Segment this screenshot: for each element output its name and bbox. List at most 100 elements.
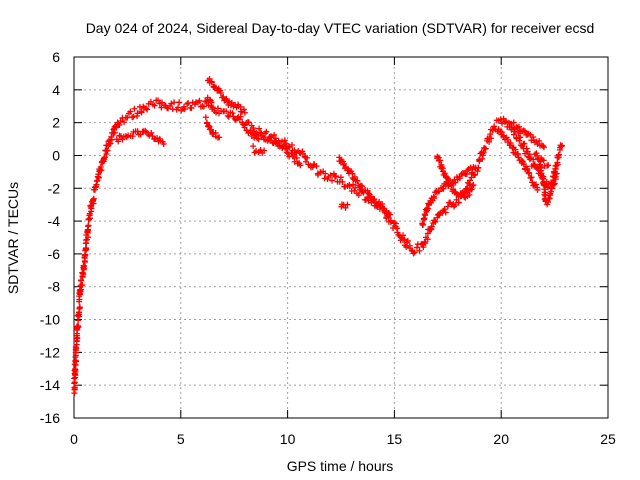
data-point xyxy=(554,161,561,168)
data-point xyxy=(101,154,108,161)
data-point xyxy=(539,175,546,182)
data-point xyxy=(216,134,223,141)
data-point xyxy=(501,118,508,125)
data-point xyxy=(261,147,268,154)
data-point xyxy=(168,100,175,107)
data-point xyxy=(422,240,429,247)
data-point xyxy=(329,177,336,184)
data-point xyxy=(553,170,560,177)
y-tick-label: -6 xyxy=(48,246,61,262)
data-point xyxy=(510,131,517,138)
data-point xyxy=(411,249,418,256)
x-tick-label: 25 xyxy=(600,431,616,447)
y-tick-label: 2 xyxy=(52,115,60,131)
data-point xyxy=(536,137,543,144)
data-point xyxy=(365,190,372,197)
data-point xyxy=(491,123,498,130)
data-point xyxy=(149,133,156,140)
data-point xyxy=(420,221,427,228)
data-point xyxy=(342,163,349,170)
data-point xyxy=(134,110,141,117)
data-point xyxy=(250,143,257,150)
data-point xyxy=(436,188,443,195)
data-point xyxy=(434,153,441,160)
data-point xyxy=(444,203,451,210)
data-point xyxy=(213,109,220,116)
data-point xyxy=(327,172,334,179)
data-point xyxy=(224,112,231,119)
data-point xyxy=(116,122,123,129)
data-point xyxy=(401,236,408,243)
data-point xyxy=(79,282,86,289)
data-point xyxy=(131,105,138,112)
data-point xyxy=(245,119,252,126)
data-point xyxy=(504,139,511,146)
data-point xyxy=(200,103,207,110)
data-point xyxy=(79,269,86,276)
data-point xyxy=(250,125,257,132)
data-point xyxy=(520,127,527,134)
data-point xyxy=(523,145,530,152)
y-tick-label: -10 xyxy=(40,312,60,328)
data-point xyxy=(332,173,339,180)
data-point xyxy=(359,183,366,190)
data-point xyxy=(470,163,477,170)
data-point xyxy=(516,137,523,144)
data-point xyxy=(160,140,167,147)
data-point xyxy=(455,199,462,206)
data-point xyxy=(424,236,431,243)
tick-labels: -16 -14 -12 -10 -8 -6 -4 -2 0 2 4 6 0 5 10 15 20 25 xyxy=(40,49,616,447)
data-point xyxy=(267,137,274,144)
data-point xyxy=(463,171,470,178)
data-point xyxy=(184,100,191,107)
data-point xyxy=(253,131,260,138)
data-point xyxy=(241,109,248,116)
data-point xyxy=(293,154,300,161)
data-point xyxy=(507,142,514,149)
data-point xyxy=(479,155,486,162)
data-point xyxy=(175,104,182,111)
data-point xyxy=(322,170,329,177)
data-point xyxy=(258,132,265,139)
grid-lines xyxy=(74,57,608,418)
data-point xyxy=(130,113,137,120)
data-point xyxy=(534,186,541,193)
y-tick-label: 0 xyxy=(52,147,60,163)
x-tick-label: 15 xyxy=(387,431,403,447)
data-point xyxy=(288,141,295,148)
data-point xyxy=(240,106,247,113)
data-point xyxy=(209,104,216,111)
data-point xyxy=(256,125,263,132)
data-point xyxy=(413,244,420,251)
data-point xyxy=(76,304,83,311)
data-point xyxy=(288,149,295,156)
data-point xyxy=(142,127,149,134)
y-tick-label: -12 xyxy=(40,344,60,360)
data-point xyxy=(442,209,449,216)
data-point xyxy=(469,182,476,189)
data-point xyxy=(217,90,224,97)
data-point xyxy=(354,177,361,184)
data-point xyxy=(510,119,517,126)
data-point xyxy=(540,144,547,151)
data-point xyxy=(313,163,320,170)
data-point xyxy=(202,98,209,105)
data-point xyxy=(85,222,92,229)
data-point xyxy=(339,178,346,185)
data-point xyxy=(111,129,118,136)
data-point xyxy=(283,149,290,156)
x-tick-label: 10 xyxy=(280,431,296,447)
data-point xyxy=(71,384,78,391)
data-point xyxy=(138,109,145,116)
data-point xyxy=(78,277,85,284)
data-point xyxy=(107,140,114,147)
data-point xyxy=(416,247,423,254)
data-point xyxy=(176,99,183,106)
data-point xyxy=(346,183,353,190)
data-point xyxy=(297,162,304,169)
data-point xyxy=(540,143,547,150)
data-point xyxy=(209,131,216,138)
data-point xyxy=(352,184,359,191)
data-point xyxy=(208,79,215,86)
data-point xyxy=(379,201,386,208)
